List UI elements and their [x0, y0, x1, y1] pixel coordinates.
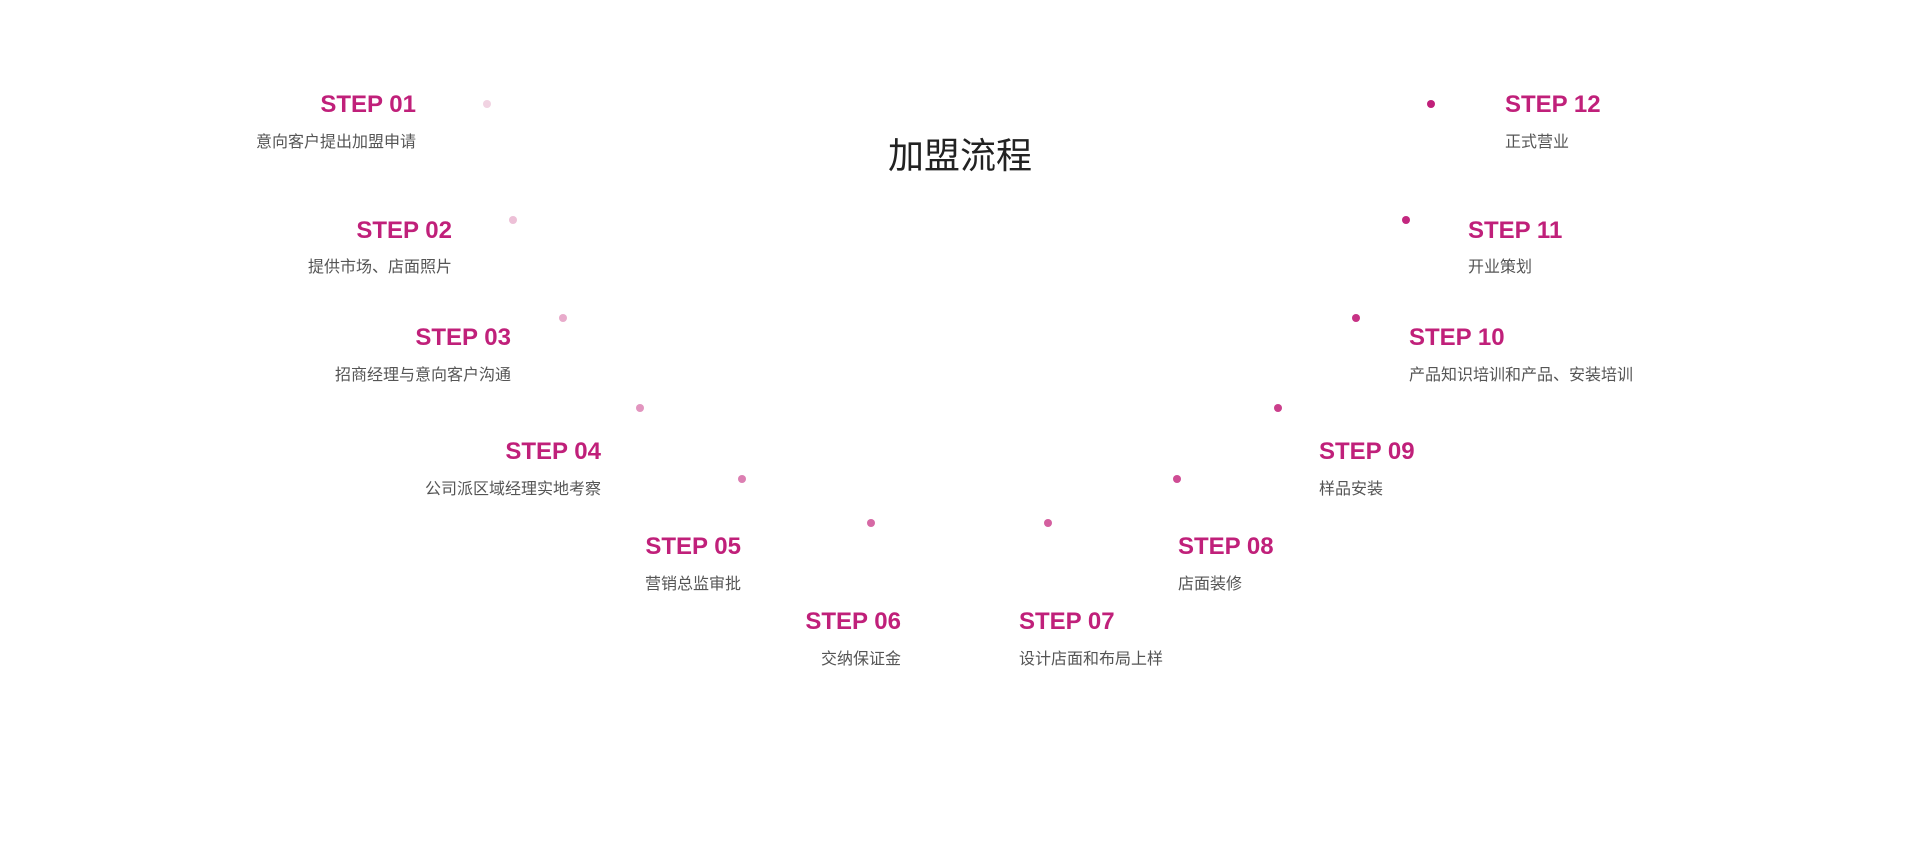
- step-10-label: STEP 10: [1409, 324, 1505, 351]
- step-06-description: 交纳保证金: [820, 649, 901, 668]
- step-09-label: STEP 09: [1319, 438, 1415, 465]
- step-05-dot: [738, 475, 746, 483]
- step-11-label: STEP 11: [1468, 217, 1563, 244]
- step-12-dot: [1427, 100, 1435, 108]
- step-07-dot: [1044, 519, 1052, 527]
- step-09-description: 样品安装: [1319, 479, 1384, 498]
- step-06-label: STEP 06: [805, 608, 901, 635]
- step-12-description: 正式营业: [1505, 132, 1570, 151]
- step-04-description: 公司派区域经理实地考察: [424, 479, 601, 498]
- step-11-dot: [1402, 216, 1410, 224]
- step-04-label: STEP 04: [505, 438, 601, 465]
- step-04-dot: [636, 404, 644, 412]
- step-12-label: STEP 12: [1505, 91, 1601, 118]
- step-08-dot: [1173, 475, 1181, 483]
- step-02-dot: [509, 216, 517, 224]
- step-07-label: STEP 07: [1019, 608, 1115, 635]
- step-09-dot: [1274, 404, 1282, 412]
- step-11-description: 开业策划: [1468, 257, 1533, 276]
- step-02-description: 提供市场、店面照片: [307, 257, 452, 276]
- step-08-description: 店面装修: [1178, 574, 1243, 593]
- step-06-dot: [867, 519, 875, 527]
- step-03-dot: [559, 314, 567, 322]
- step-03-description: 招商经理与意向客户沟通: [334, 365, 511, 384]
- step-10-description: 产品知识培训和产品、安装培训: [1409, 365, 1634, 384]
- step-05-description: 营销总监审批: [644, 574, 741, 593]
- step-02-label: STEP 02: [356, 217, 452, 244]
- page-title: 加盟流程: [887, 136, 1032, 177]
- step-01-description: 意向客户提出加盟申请: [255, 132, 416, 151]
- step-03-label: STEP 03: [415, 324, 511, 351]
- step-10-dot: [1352, 314, 1360, 322]
- step-07-description: 设计店面和布局上样: [1019, 649, 1164, 668]
- step-05-label: STEP 05: [645, 533, 741, 560]
- step-01-label: STEP 01: [320, 91, 416, 118]
- step-01-dot: [483, 100, 491, 108]
- step-08-label: STEP 08: [1178, 533, 1274, 560]
